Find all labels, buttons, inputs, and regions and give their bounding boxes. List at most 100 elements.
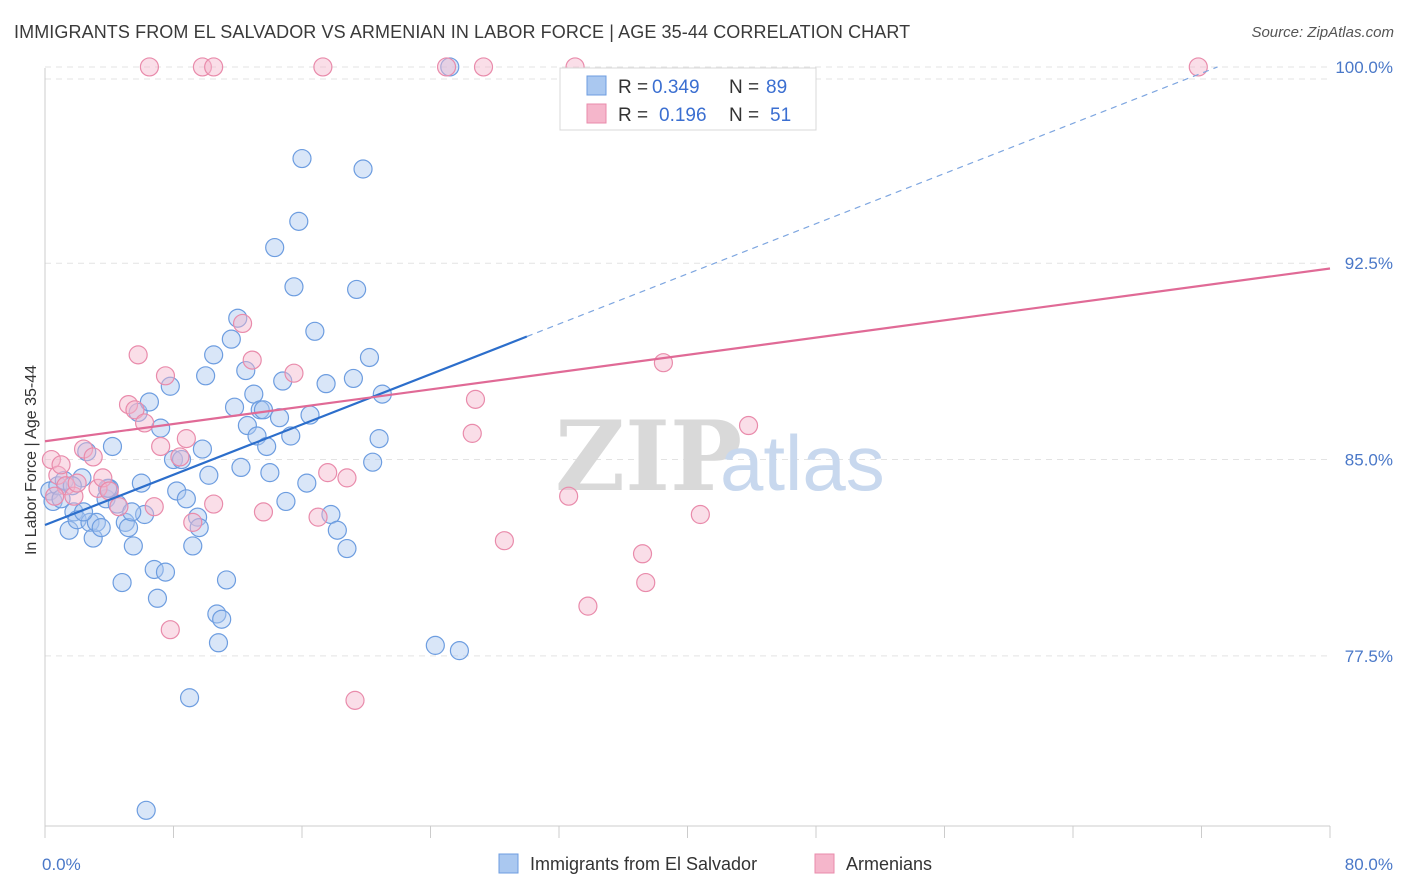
point-el-salvador xyxy=(179,688,200,708)
point-el-salvador xyxy=(212,609,232,629)
point-armenian xyxy=(559,486,579,506)
trend-line-el-salvador-extension xyxy=(526,66,1218,338)
point-el-salvador xyxy=(327,520,347,540)
point-el-salvador xyxy=(204,345,224,365)
point-el-salvador xyxy=(260,463,280,483)
point-el-salvador xyxy=(199,465,219,485)
point-armenian xyxy=(83,447,103,467)
point-armenian xyxy=(462,423,482,443)
point-armenian xyxy=(1188,57,1208,77)
series-legend: Immigrants from El Salvador Armenians xyxy=(498,853,932,874)
point-armenian xyxy=(494,531,514,551)
point-el-salvador xyxy=(183,536,203,556)
point-el-salvador xyxy=(284,277,304,297)
point-armenian xyxy=(183,512,203,532)
point-el-salvador xyxy=(289,211,309,231)
point-el-salvador xyxy=(144,559,164,580)
point-armenian xyxy=(690,504,710,525)
point-armenian xyxy=(170,447,190,467)
point-el-salvador xyxy=(265,237,285,258)
point-armenian xyxy=(160,620,180,640)
legend-r-label-1: R = xyxy=(618,105,648,126)
point-el-salvador xyxy=(231,457,251,478)
y-tick-label: 85.0% xyxy=(1345,451,1393,470)
point-el-salvador xyxy=(273,371,293,391)
point-el-salvador xyxy=(224,397,245,417)
legend-r-value-0: 0.349 xyxy=(652,77,700,98)
point-el-salvador xyxy=(136,800,156,820)
point-el-salvador xyxy=(359,347,380,368)
point-armenian xyxy=(632,544,653,564)
point-el-salvador xyxy=(77,442,97,462)
y-axis-label: In Labor Force | Age 35-44 xyxy=(23,365,40,555)
x-tick-labels: 0.0% 80.0% xyxy=(42,855,1393,874)
legend-n-value-1: 51 xyxy=(770,105,791,126)
point-armenian xyxy=(738,415,759,436)
x-tick-label: 0.0% xyxy=(42,855,81,874)
point-el-salvador xyxy=(112,572,132,593)
point-armenian xyxy=(51,455,71,475)
point-el-salvador xyxy=(221,329,241,349)
point-armenian xyxy=(313,57,333,77)
point-armenian xyxy=(128,345,148,365)
point-el-salvador xyxy=(59,520,79,540)
point-armenian xyxy=(139,57,160,77)
point-armenian xyxy=(45,486,65,506)
point-el-salvador xyxy=(208,633,229,653)
point-armenian xyxy=(73,439,94,459)
point-armenian xyxy=(155,366,176,386)
trend-line-armenians xyxy=(44,267,1331,443)
point-el-salvador xyxy=(276,491,296,512)
watermark-zip: ZIP xyxy=(555,400,742,513)
point-armenian xyxy=(636,572,656,593)
trend-line-el-salvador xyxy=(44,335,528,527)
point-armenian xyxy=(578,596,598,616)
point-armenian xyxy=(284,363,304,383)
legend-swatch-blue xyxy=(586,75,607,96)
source-credit: Source: ZipAtlas.com xyxy=(1251,24,1394,41)
point-el-salvador xyxy=(176,489,196,509)
point-el-salvador xyxy=(151,418,171,438)
points-el-salvador xyxy=(40,57,470,820)
point-el-salvador xyxy=(118,518,139,538)
point-el-salvador xyxy=(369,429,389,449)
point-armenian xyxy=(337,468,357,488)
point-el-salvador xyxy=(253,400,274,420)
point-armenian xyxy=(232,313,253,334)
point-armenian xyxy=(473,57,494,77)
point-el-salvador xyxy=(123,536,143,556)
grid-lines xyxy=(45,66,1330,657)
point-el-salvador xyxy=(80,512,100,532)
point-armenian xyxy=(109,497,129,517)
point-el-salvador xyxy=(216,570,237,590)
series-swatch-armenians xyxy=(814,853,835,874)
series-label-el-salvador: Immigrants from El Salvador xyxy=(530,854,757,874)
watermark: ZIP atlas xyxy=(555,400,885,513)
series-label-armenians: Armenians xyxy=(846,854,932,874)
watermark-atlas: atlas xyxy=(720,419,885,507)
point-el-salvador xyxy=(297,473,317,493)
x-tick-label: 80.0% xyxy=(1345,855,1393,874)
point-el-salvador xyxy=(425,635,445,655)
point-el-salvador xyxy=(343,368,363,389)
point-el-salvador xyxy=(91,518,111,538)
point-armenian xyxy=(308,507,328,527)
point-el-salvador xyxy=(236,360,256,381)
y-tick-label: 77.5% xyxy=(1345,647,1393,666)
series-swatch-el-salvador xyxy=(498,853,519,874)
point-el-salvador xyxy=(305,321,325,341)
point-el-salvador xyxy=(83,528,103,548)
y-tick-label: 92.5% xyxy=(1345,254,1393,273)
point-el-salvador xyxy=(353,159,373,179)
trend-lines xyxy=(44,66,1331,527)
point-el-salvador xyxy=(449,641,470,661)
point-armenian xyxy=(204,57,224,77)
legend-n-value-0: 89 xyxy=(766,77,787,98)
point-armenian xyxy=(318,463,338,483)
point-el-salvador xyxy=(192,439,213,459)
point-armenian xyxy=(144,497,164,517)
point-el-salvador xyxy=(160,376,180,396)
point-armenian xyxy=(48,465,68,485)
point-el-salvador xyxy=(337,538,357,559)
